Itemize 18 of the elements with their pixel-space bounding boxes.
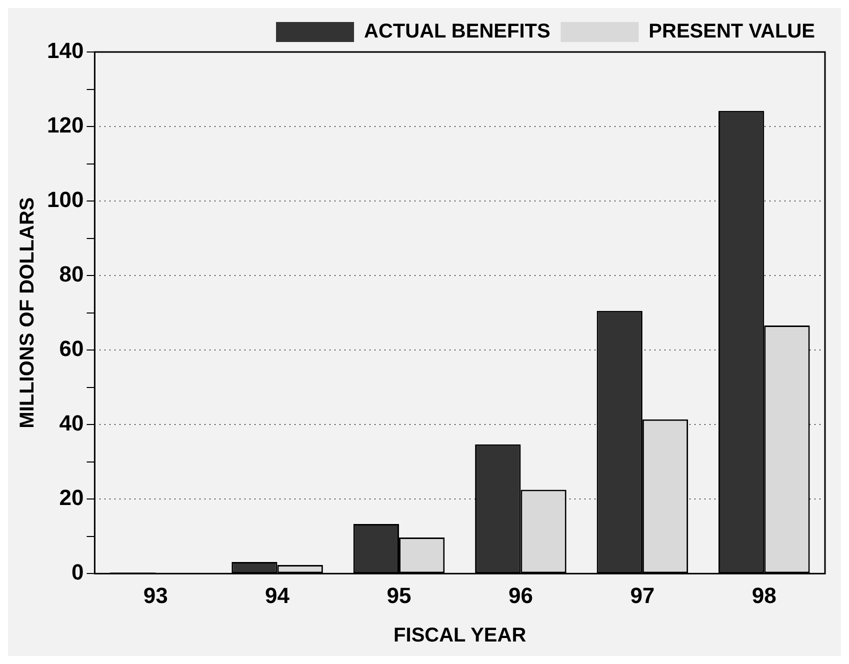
y-tick-label: 120 [46, 112, 84, 138]
legend-label: PRESENT VALUE [648, 20, 816, 43]
y-tick-label: 100 [46, 187, 84, 212]
y-tick-label: 60 [59, 336, 84, 362]
y-tick-label: 40 [59, 410, 84, 436]
legend-label: ACTUAL BENEFITS [364, 20, 550, 43]
x-tick-label: 95 [386, 582, 412, 608]
y-tick-label: 20 [59, 485, 84, 510]
x-tick-label: 98 [752, 582, 776, 608]
x-tick-label: 96 [508, 582, 533, 608]
y-tick-label: 80 [59, 262, 84, 287]
x-tick-label: 94 [265, 582, 290, 608]
y-axis-title: MILLIONS OF DOLLARS [16, 197, 39, 428]
y-tick-label: 0 [71, 560, 84, 585]
x-axis-title: FISCAL YEAR [394, 624, 527, 647]
x-tick-label: 97 [630, 582, 655, 608]
x-tick-label: 93 [143, 582, 168, 608]
y-tick-label: 140 [46, 38, 84, 64]
